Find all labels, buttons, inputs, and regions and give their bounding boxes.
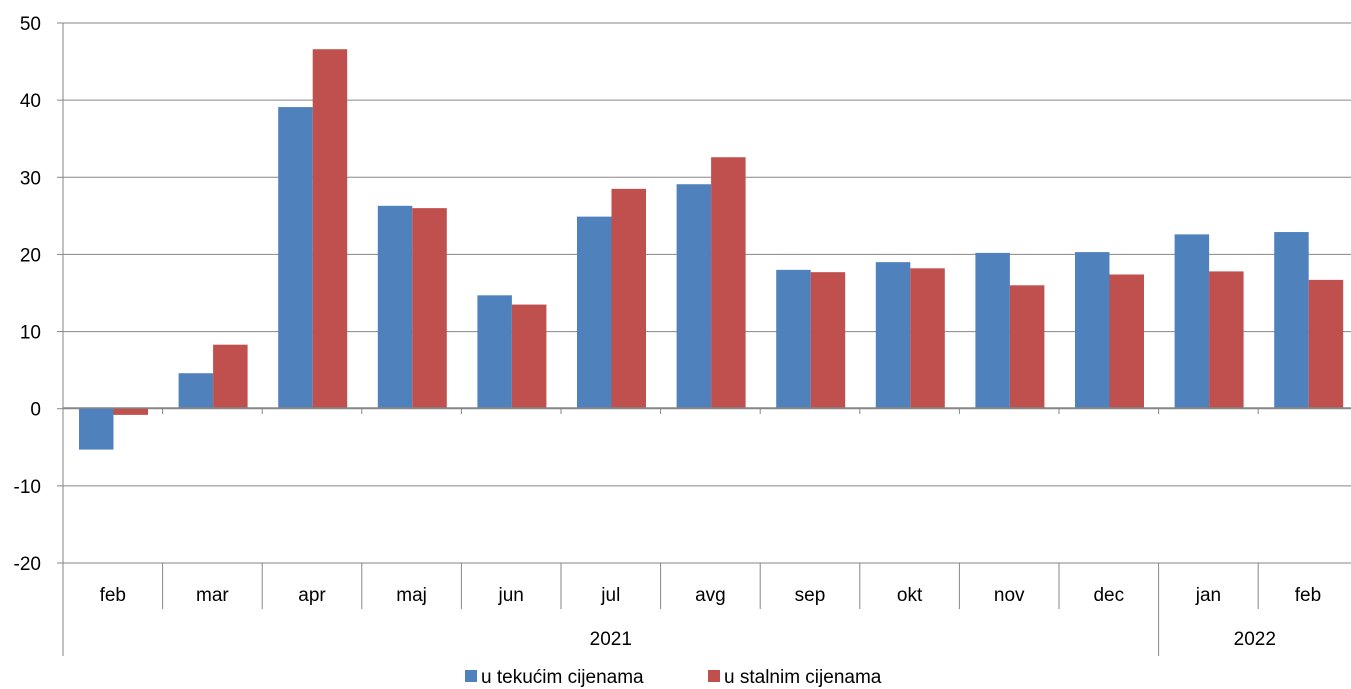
x-category-label: apr: [298, 585, 326, 606]
x-category-label: nov: [994, 585, 1025, 606]
x-group-label: 2021: [590, 629, 632, 650]
y-tick-label: -20: [14, 554, 41, 575]
bars: [79, 49, 1344, 450]
x-axis-categories: feb mar apr maj jun jul avg sep okt nov dec jan feb: [62, 563, 1321, 609]
x-category-label: jan: [1195, 585, 1221, 606]
y-tick-label: 10: [20, 323, 41, 344]
x-category-label: dec: [1093, 585, 1124, 606]
bar-constant-prices: [910, 268, 945, 408]
axes: [62, 23, 1351, 563]
y-tick-label: 50: [20, 14, 41, 35]
y-tick-label: 0: [30, 400, 41, 421]
y-tick-label: 30: [20, 168, 41, 189]
x-category-label: jun: [498, 585, 524, 606]
bar-current-prices: [477, 295, 512, 408]
bar-constant-prices: [611, 188, 646, 408]
bar-constant-prices: [113, 408, 148, 415]
x-category-label: feb: [1295, 585, 1321, 606]
y-tick-label: -10: [14, 477, 41, 498]
x-category-label: sep: [795, 585, 826, 606]
bar-current-prices: [1075, 252, 1110, 408]
bar-current-prices: [1274, 232, 1309, 408]
y-axis-ticks: 50 40 30 20 10 0 -10 -20: [14, 14, 63, 575]
x-category-label: okt: [897, 585, 923, 606]
bar-current-prices: [278, 107, 313, 408]
x-axis-year-groups: 2021 2022: [62, 609, 1276, 656]
bar-current-prices: [577, 216, 612, 408]
y-tick-label: 40: [20, 91, 41, 112]
bar-current-prices: [79, 408, 114, 450]
x-category-label: maj: [396, 585, 427, 606]
x-category-label: avg: [695, 585, 726, 606]
legend-label-current-prices: u tekućim cijenama: [481, 667, 644, 688]
x-category-label: mar: [196, 585, 229, 606]
bar-current-prices: [776, 269, 811, 408]
bar-constant-prices: [511, 304, 547, 408]
bar-constant-prices: [810, 272, 846, 408]
bar-current-prices: [875, 262, 911, 408]
x-group-label: 2022: [1234, 629, 1276, 650]
bar-constant-prices: [312, 49, 348, 408]
y-tick-label: 20: [20, 245, 41, 266]
bar-constant-prices: [1209, 271, 1244, 408]
legend-swatch-constant-prices: [708, 670, 720, 682]
bar-constant-prices: [1009, 285, 1045, 408]
x-category-label: feb: [100, 585, 126, 606]
legend: u tekućim cijenama u stalnim cijenama: [465, 667, 882, 688]
bar-constant-prices: [412, 208, 447, 408]
legend-swatch-current-prices: [465, 670, 477, 682]
bar-current-prices: [975, 252, 1010, 408]
bar-current-prices: [1174, 234, 1210, 408]
bar-constant-prices: [711, 157, 746, 408]
legend-label-constant-prices: u stalnim cijenama: [724, 667, 882, 688]
bar-current-prices: [676, 184, 712, 408]
bar-current-prices: [377, 205, 413, 408]
bar-constant-prices: [213, 344, 248, 408]
x-category-label: jul: [600, 585, 620, 606]
bar-current-prices: [178, 373, 214, 408]
bar-constant-prices: [1109, 274, 1144, 408]
bar-constant-prices: [1308, 279, 1344, 408]
